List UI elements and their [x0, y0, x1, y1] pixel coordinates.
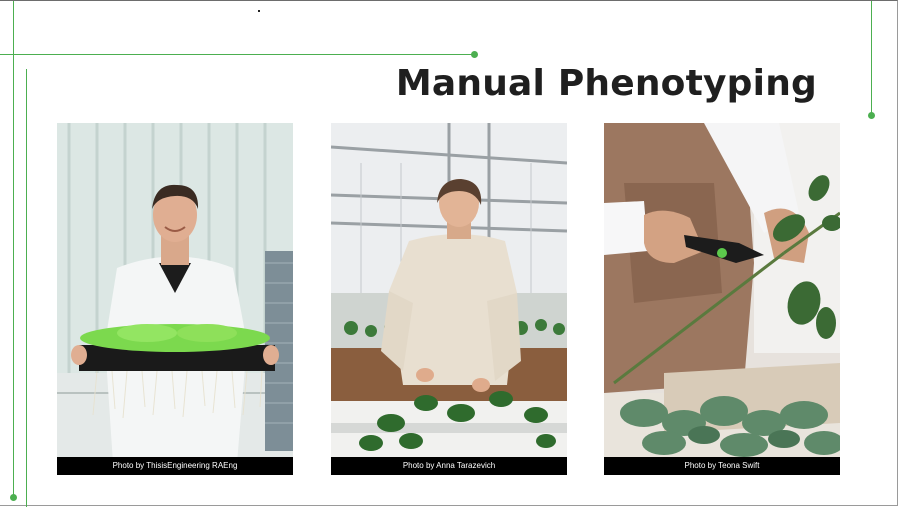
deco-line-left-outer: [13, 1, 14, 497]
photo-researcher-tray[interactable]: Photo by ThisisEngineering RAEng: [57, 123, 293, 475]
deco-line-left-inner: [26, 69, 27, 507]
photo-woman-pruning[interactable]: Photo by Anna Tarazevich: [331, 123, 567, 475]
deco-dot-right: [868, 112, 875, 119]
photo-credit: Photo by ThisisEngineering RAEng: [57, 457, 293, 475]
deco-dot-top: [471, 51, 478, 58]
photo-credit: Photo by Teona Swift: [604, 457, 840, 475]
deco-dot-bottom-left: [10, 494, 17, 501]
photo-2-image: [331, 123, 567, 475]
photo-1-image: [57, 123, 293, 475]
photo-hands-pruning[interactable]: Photo by Teona Swift: [604, 123, 840, 475]
photo-3-image: [604, 123, 840, 475]
stray-mark: [258, 10, 260, 12]
slide-title: Manual Phenotyping: [395, 63, 817, 104]
deco-line-horizontal: [0, 54, 474, 55]
photo-credit: Photo by Anna Tarazevich: [331, 457, 567, 475]
deco-line-right: [871, 1, 872, 115]
